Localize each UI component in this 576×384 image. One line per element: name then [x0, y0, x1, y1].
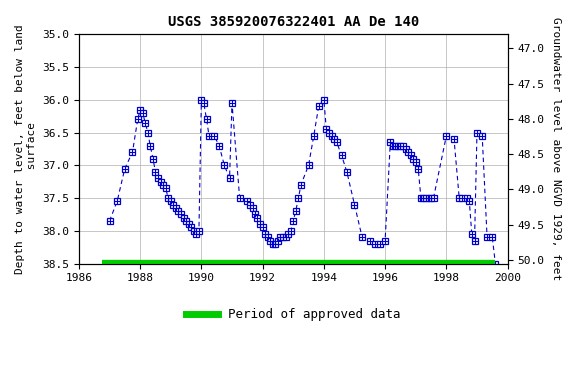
Y-axis label: Depth to water level, feet below land
 surface: Depth to water level, feet below land su…: [15, 24, 37, 274]
Title: USGS 385920076322401 AA De 140: USGS 385920076322401 AA De 140: [168, 15, 419, 29]
Y-axis label: Groundwater level above NGVD 1929, feet: Groundwater level above NGVD 1929, feet: [551, 17, 561, 281]
Legend: Period of approved data: Period of approved data: [181, 303, 405, 326]
